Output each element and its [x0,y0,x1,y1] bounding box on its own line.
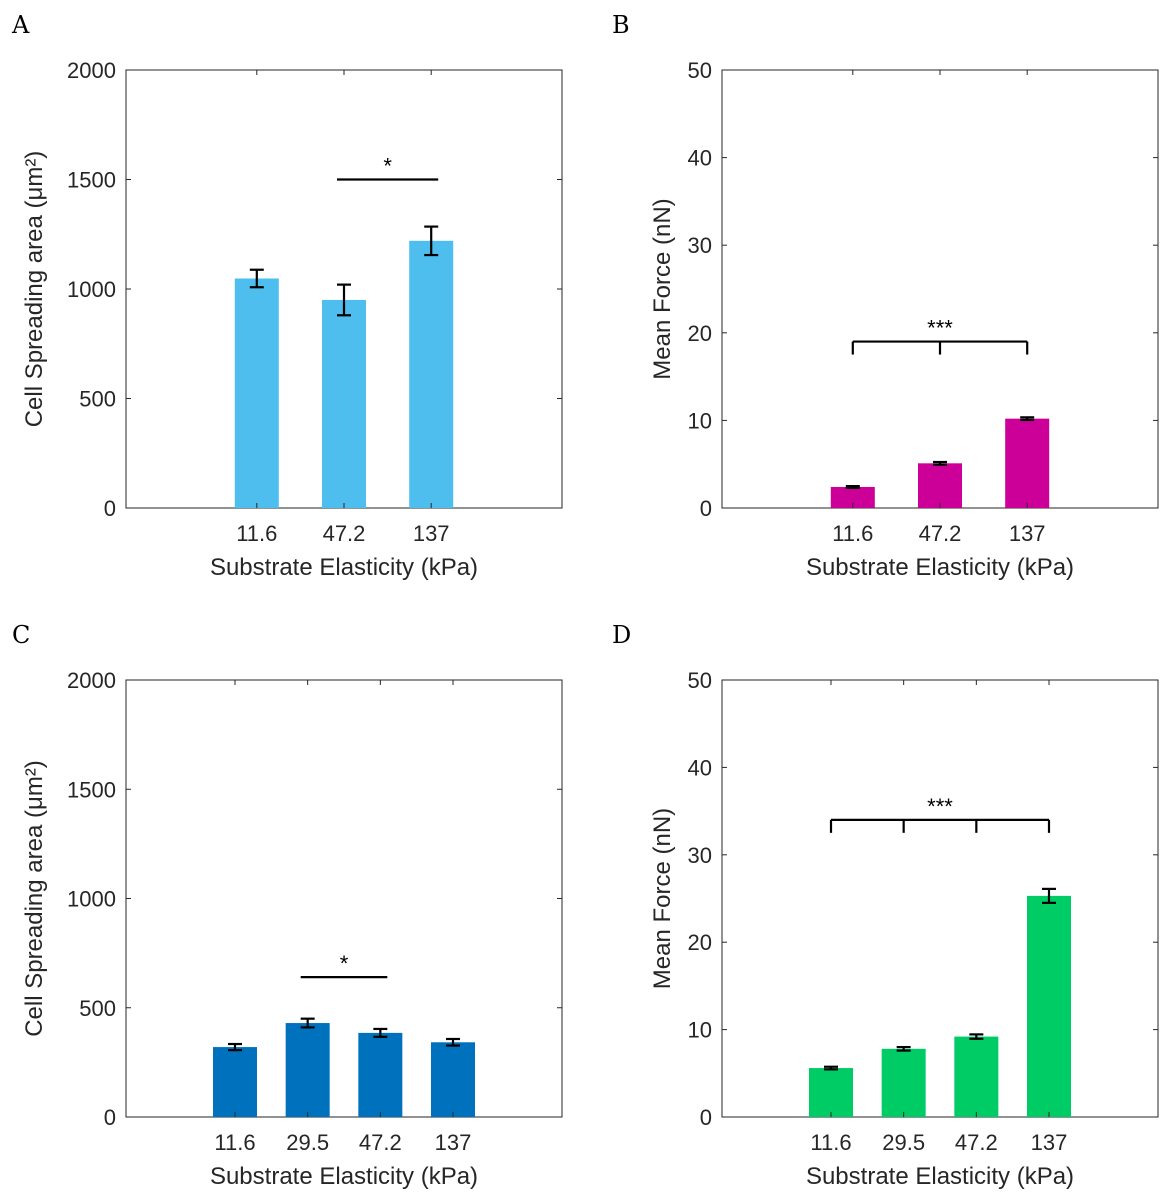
panel-a-error-bar [424,225,439,257]
panel-d-ytick-label: 20 [688,930,712,955]
panel-c-bar [213,1047,257,1117]
panel-d: D 0 10 20 30 40 50 11.6 29.5 47.2 137 Substrate Ela… [612,621,1159,1190]
panel-c-error-bar [373,1027,388,1038]
panel-c-xtick-label: 47.2 [359,1130,402,1155]
panel-c-ytick-label: 1500 [67,777,116,802]
panel-a-error-bar [337,283,351,317]
panel-b-error-bar [1020,416,1035,422]
panel-a-y-axis-label: Cell Spreading area (μm²) [21,151,48,428]
panel-d-letter: D [612,621,631,649]
panel-c-ytick-label: 0 [104,1105,116,1130]
panel-b-bar [1005,418,1050,508]
panel-b-y-axis-label: Mean Force (nN) [649,198,676,379]
panel-c-error-bar [228,1042,242,1052]
panel-c-significance: * [300,951,388,979]
panel-c-bar [431,1042,475,1117]
panel-a-bar [234,278,279,508]
panel-c-axes-box [125,679,563,1118]
panel-d-bar [809,1068,853,1117]
panel-a-bar [409,240,454,508]
panel-d-bar [881,1048,926,1117]
panel-b-x-axis-label: Substrate Elasticity (kPa) [806,554,1074,581]
panel-d-ytick-label: 10 [688,1018,712,1043]
panel-b-ytick-label: 20 [688,321,712,346]
panel-c-ytick-label: 500 [79,996,116,1021]
panel-c-ytick-label: 2000 [67,668,116,693]
panel-b-letter: B [612,11,630,39]
panel-d-xtick-label: 47.2 [955,1130,998,1155]
panel-c-xtick-label: 11.6 [214,1130,255,1155]
panel-c-x-axis-label: Substrate Elasticity (kPa) [210,1163,478,1190]
panel-d-x-axis-label: Substrate Elasticity (kPa) [806,1163,1074,1190]
panel-c-xtick-label: 29.5 [286,1130,329,1155]
panel-a-bar [322,299,366,508]
panel-a-letter: A [11,11,30,39]
panel-d-ytick-label: 40 [688,755,712,780]
panel-c-error-bar [300,1017,315,1029]
panel-c: C 0 500 1000 1500 2000 11.6 29.5 47.2 137 Substrat… [12,621,563,1190]
panel-b-error-bar [933,460,947,466]
panel-a-xtick-label: 47.2 [323,521,366,546]
panel-b-ytick-label: 50 [688,58,712,83]
panel-b-ytick-label: 30 [688,233,712,258]
panel-b-significance: *** [851,316,1029,355]
panel-d-significance: *** [829,794,1051,833]
panel-b-bar [830,486,875,508]
panel-d-bar [954,1036,999,1117]
panel-d-xtick-label: 137 [1031,1130,1068,1155]
panel-b-xtick-label: 47.2 [919,521,962,546]
panel-a-ytick-label: 2000 [67,58,116,83]
panel-a-ytick-label: 1500 [67,168,116,193]
panel-a-xtick-label: 11.6 [236,521,277,546]
panel-d-y-axis-label: Mean Force (nN) [649,808,676,989]
panel-a-x-axis-label: Substrate Elasticity (kPa) [210,554,478,581]
panel-d-significance-label: *** [927,794,953,819]
panel-d-error-bar [1042,887,1056,904]
panel-d-error-bar [824,1065,838,1071]
panel-b-axes-box [721,69,1159,509]
panel-b-error-bar [845,485,860,489]
panel-b-ytick-label: 10 [688,408,712,433]
panel-a-ytick-label: 500 [79,387,116,412]
panel-a-ytick-label: 1000 [67,277,116,302]
panel-c-ytick-label: 1000 [67,887,116,912]
panel-d-ytick-label: 50 [688,668,712,693]
panel-d-ytick-label: 30 [688,843,712,868]
panel-c-error-bar [446,1037,460,1047]
panel-b-xtick-label: 137 [1009,521,1046,546]
panel-d-error-bar [896,1045,911,1052]
panel-d-xtick-label: 11.6 [810,1130,851,1155]
panel-b-bar [918,463,962,508]
panel-b-xtick-label: 11.6 [832,521,873,546]
panel-c-significance-label: * [340,951,349,976]
panel-c-y-axis-label: Cell Spreading area (μm²) [21,760,48,1037]
panel-d-error-bar [969,1033,984,1040]
panel-d-ytick-label: 0 [700,1105,712,1130]
panel-a-significance-label: * [383,154,392,179]
panel-d-bar [1027,895,1071,1117]
panel-d-axes-box [721,679,1159,1118]
panel-d-xtick-label: 29.5 [882,1130,925,1155]
panel-b-significance-label: *** [927,316,953,341]
panel-c-xtick-label: 137 [435,1130,472,1155]
panel-b-ytick-label: 0 [700,496,712,521]
panel-c-bar [285,1023,330,1117]
panel-b: B 0 10 20 30 40 50 11.6 47.2 137 Substrate Elastic… [612,11,1159,581]
panel-a-xtick-label: 137 [413,521,450,546]
panel-a: A 0 500 1000 1500 2000 11.6 47.2 137 Substrate El… [11,11,563,581]
panel-b-ytick-label: 40 [688,146,712,171]
panel-c-letter: C [12,621,30,649]
panel-a-error-bar [249,268,264,289]
panel-c-bar [358,1032,403,1117]
panel-a-ytick-label: 0 [104,496,116,521]
panel-a-significance: * [337,154,439,181]
